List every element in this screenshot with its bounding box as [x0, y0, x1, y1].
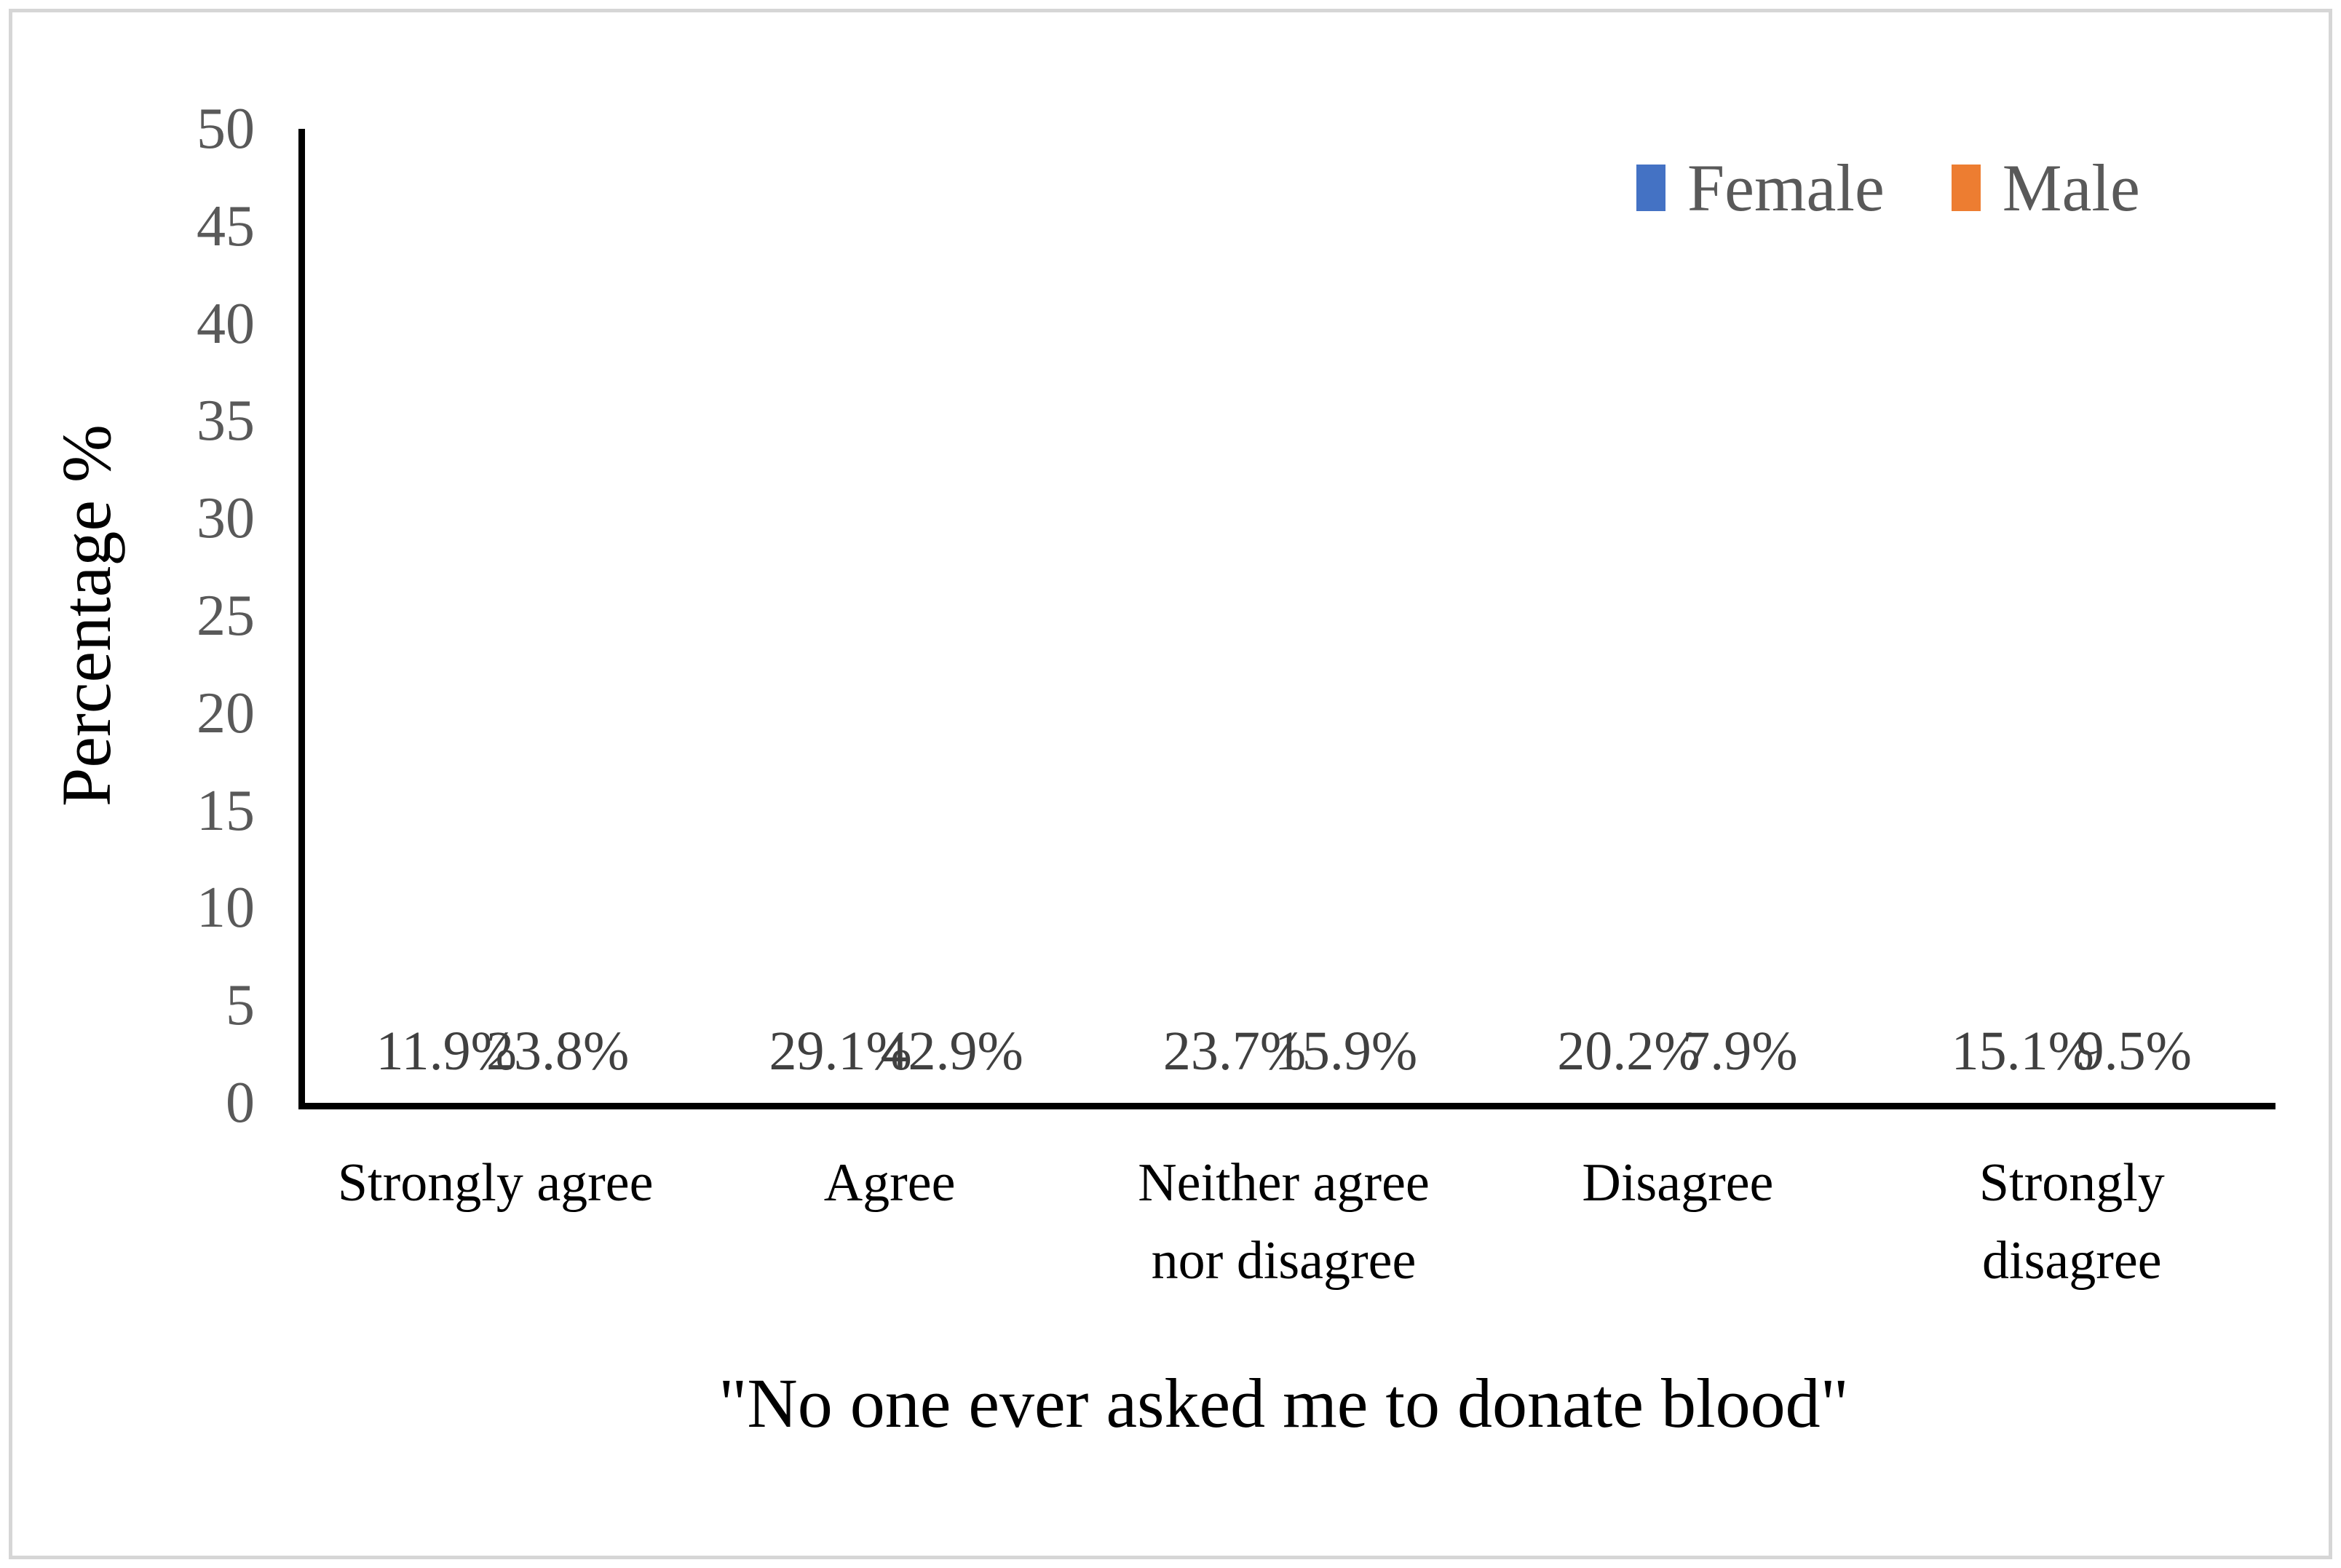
legend-item-female: Female: [1636, 154, 1885, 221]
y-tick-25: 25: [197, 584, 255, 648]
data-label-female-disagree: 20.2%: [1557, 1021, 1700, 1082]
data-label-female-neither-agree-nor-disagree: 23.7%: [1162, 1021, 1307, 1082]
data-label-female-strongly-disagree: 15.1%: [1951, 1021, 2094, 1082]
bar-group-agree: 29.1% 42.9%: [699, 129, 1093, 1103]
category-label-strongly-disagree: Strongly disagree: [1978, 1153, 2165, 1291]
data-label-male-disagree: 7.9%: [1682, 1021, 1798, 1082]
legend: Female Male: [1636, 154, 2140, 221]
y-tick-45: 45: [197, 194, 255, 258]
y-tick-35: 35: [197, 389, 255, 454]
legend-label-female: Female: [1687, 151, 1885, 225]
bar-group-strongly-disagree: 15.1% 9.5%: [1882, 129, 2275, 1103]
y-tick-30: 30: [197, 486, 255, 551]
y-tick-50: 50: [197, 97, 255, 161]
data-label-male-strongly-agree: 23.8%: [486, 1021, 630, 1082]
x-axis-title: "No one ever asked me to donate blood": [718, 1364, 1849, 1442]
legend-swatch-female: [1636, 165, 1665, 211]
category-label-disagree: Disagree: [1582, 1153, 1774, 1213]
category-label-strongly-agree: Strongly agree: [337, 1153, 654, 1213]
data-label-female-strongly-agree: 11.9%: [376, 1021, 517, 1082]
data-label-female-agree: 29.1%: [769, 1021, 912, 1082]
figure-border: [9, 9, 2332, 1559]
data-label-male-agree: 42.9%: [880, 1021, 1023, 1082]
y-tick-20: 20: [197, 681, 255, 745]
y-tick-15: 15: [197, 778, 255, 843]
legend-item-male: Male: [1951, 151, 2140, 225]
legend-swatch-male: [1951, 165, 1981, 211]
plot-area: 11.9% 23.8% 29.1% 42.9% 23.7% 15.9% 20.2% 7.9% 1…: [298, 129, 2275, 1109]
y-tick-10: 10: [197, 876, 255, 941]
legend-label-male: Male: [2002, 151, 2140, 225]
data-label-male-neither-agree-nor-disagree: 15.9%: [1274, 1021, 1418, 1082]
data-label-male-strongly-disagree: 9.5%: [2076, 1021, 2192, 1082]
y-tick-40: 40: [197, 291, 255, 356]
y-tick-0: 0: [226, 1071, 255, 1135]
bar-groups: 11.9% 23.8% 29.1% 42.9% 23.7% 15.9% 20.2% 7.9% 1…: [305, 129, 2275, 1103]
x-axis-category-labels: Strongly agree Agree Neither agree nor dis…: [298, 1144, 2269, 1301]
category-label-agree: Agree: [823, 1153, 956, 1213]
category-label-neither-agree-nor-disagree: Neither agree nor disagree: [1138, 1153, 1430, 1291]
bar-group-disagree: 20.2% 7.9%: [1487, 129, 1881, 1103]
bar-group-neither-agree-nor-disagree: 23.7% 15.9%: [1093, 129, 1487, 1103]
y-axis-tick-labels: 0 5 10 15 20 25 30 35 40 45 50: [0, 100, 255, 1132]
bar-group-strongly-agree: 11.9% 23.8%: [305, 129, 699, 1103]
y-tick-5: 5: [226, 973, 255, 1038]
